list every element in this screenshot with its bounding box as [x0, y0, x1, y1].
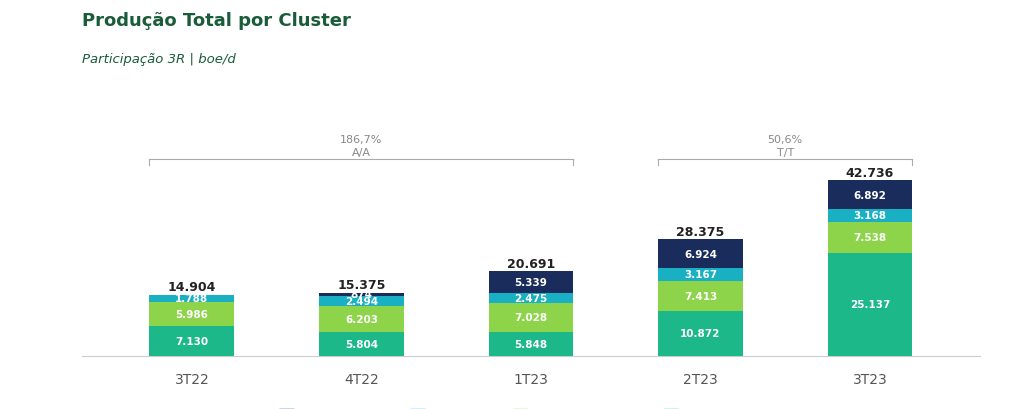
Bar	[828, 253, 913, 356]
Text: 5.848: 5.848	[515, 339, 547, 349]
Text: 186,7%
A/A: 186,7% A/A	[340, 134, 383, 157]
Text: 3.167: 3.167	[684, 270, 717, 280]
Text: 7.538: 7.538	[854, 233, 886, 243]
Bar	[828, 209, 913, 222]
Bar	[488, 271, 574, 293]
Bar	[659, 240, 743, 268]
Bar	[319, 293, 403, 297]
Bar	[828, 222, 913, 253]
Text: 7.028: 7.028	[515, 312, 547, 323]
Text: 5.986: 5.986	[176, 310, 208, 319]
Text: 874: 874	[350, 290, 373, 300]
Text: 6.203: 6.203	[345, 315, 378, 324]
Bar	[149, 327, 234, 356]
Text: 14.904: 14.904	[167, 281, 216, 294]
Text: 7.130: 7.130	[176, 336, 208, 346]
Text: 20.691: 20.691	[506, 257, 555, 270]
Bar	[319, 297, 403, 307]
Text: 6.924: 6.924	[684, 249, 717, 259]
Bar	[319, 307, 403, 332]
Bar	[659, 281, 743, 311]
Text: 15.375: 15.375	[337, 279, 386, 292]
Text: 25.137: 25.137	[849, 299, 890, 310]
Text: 6.892: 6.892	[854, 190, 886, 200]
Bar	[488, 293, 574, 303]
Text: 7.413: 7.413	[684, 291, 717, 301]
Text: 42.736: 42.736	[845, 167, 894, 180]
Bar	[488, 332, 574, 356]
Text: 50,6%
T/T: 50,6% T/T	[768, 134, 803, 157]
Bar	[149, 295, 234, 302]
Text: 2.494: 2.494	[345, 297, 378, 307]
Text: 28.375: 28.375	[676, 226, 725, 238]
Text: 2.475: 2.475	[515, 293, 547, 303]
Bar	[319, 332, 403, 356]
Bar	[488, 303, 574, 332]
Text: Produção Total por Cluster: Produção Total por Cluster	[82, 12, 350, 30]
Text: 10.872: 10.872	[680, 328, 721, 339]
Text: 5.339: 5.339	[515, 277, 547, 287]
Text: 1.788: 1.788	[176, 294, 208, 303]
Bar	[659, 311, 743, 356]
Text: 3.168: 3.168	[854, 211, 886, 221]
Bar	[659, 268, 743, 281]
Bar	[149, 302, 234, 327]
Bar	[828, 181, 913, 209]
Text: 5.804: 5.804	[345, 339, 378, 349]
Text: Participação 3R | boe/d: Participação 3R | boe/d	[82, 53, 236, 66]
